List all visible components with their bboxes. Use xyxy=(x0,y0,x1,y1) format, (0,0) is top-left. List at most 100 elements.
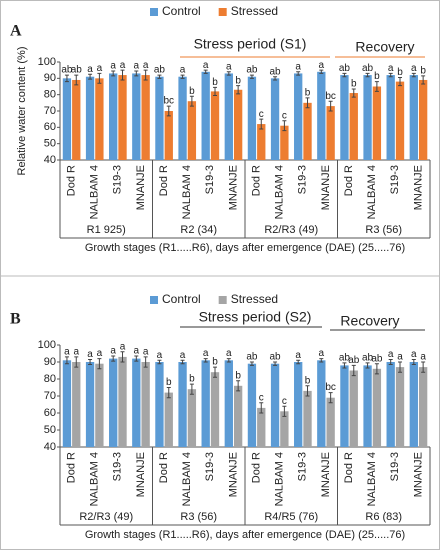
x-tick-label: Dod R xyxy=(343,165,355,196)
bar xyxy=(109,73,118,160)
significance-letter: a xyxy=(295,350,301,361)
bar xyxy=(340,75,349,160)
x-tick-label: NALBAM 4 xyxy=(366,452,378,506)
significance-letter: ab xyxy=(371,353,383,364)
significance-letter: ab xyxy=(339,63,351,74)
significance-letter: a xyxy=(134,346,140,357)
x-tick-label: NALBAM 4 xyxy=(89,165,101,219)
panel-label: B xyxy=(10,311,21,328)
bar xyxy=(270,363,280,447)
y-tick-label: 50 xyxy=(44,138,56,150)
x-tick-label: S19-3 xyxy=(297,452,309,481)
significance-letter: b xyxy=(351,79,357,90)
annotation: Recovery xyxy=(355,39,414,55)
significance-letter: ab xyxy=(348,355,360,366)
bar xyxy=(303,102,312,160)
y-tick-label: 90 xyxy=(44,356,56,368)
bar xyxy=(317,360,326,447)
error-bar xyxy=(273,76,278,81)
significance-letter: b xyxy=(212,77,218,88)
significance-letter: ab xyxy=(154,65,166,76)
bar xyxy=(62,78,72,160)
bar xyxy=(210,372,220,447)
significance-letter: c xyxy=(282,396,287,407)
significance-letter: ab xyxy=(270,66,282,77)
significance-letter: a xyxy=(388,63,394,74)
y-tick-label: 70 xyxy=(44,390,56,402)
significance-letter: ab xyxy=(270,352,282,363)
significance-letter: a xyxy=(203,348,209,359)
x-tick-label: Dod R xyxy=(250,452,262,483)
y-tick-label: 60 xyxy=(44,121,56,133)
x-tick-label: S19-3 xyxy=(204,165,216,194)
significance-letter: b xyxy=(235,370,241,381)
group-label: R1 925) xyxy=(87,224,126,236)
bar xyxy=(118,356,127,447)
error-bar xyxy=(203,69,208,74)
bar xyxy=(155,362,164,447)
error-bar xyxy=(143,356,148,368)
bar xyxy=(349,93,358,160)
error-bar xyxy=(64,74,69,83)
bar xyxy=(187,389,197,447)
error-bar xyxy=(88,358,93,366)
error-bar xyxy=(134,355,139,362)
significance-letter: b xyxy=(212,357,218,368)
bar xyxy=(201,71,210,160)
error-bar xyxy=(282,405,287,417)
bar xyxy=(62,360,72,447)
significance-letter: a xyxy=(397,352,403,363)
y-tick-label: 60 xyxy=(44,407,56,419)
x-tick-label: MNANJE xyxy=(412,165,424,210)
significance-letter: a xyxy=(420,352,426,363)
error-bar xyxy=(111,355,116,362)
error-bar xyxy=(388,358,393,366)
error-bar xyxy=(351,364,356,377)
bar xyxy=(141,75,150,160)
x-tick-label: MNANJE xyxy=(135,452,147,497)
bar xyxy=(132,73,141,160)
bar xyxy=(155,76,164,160)
x-tick-label: S19-3 xyxy=(297,165,309,194)
significance-letter: b xyxy=(235,75,241,86)
bar xyxy=(118,75,127,160)
significance-letter: c xyxy=(282,110,287,121)
error-bar xyxy=(166,105,171,117)
significance-letter: a xyxy=(143,347,149,358)
y-tick-label: 90 xyxy=(44,72,56,84)
significance-letter: bc xyxy=(325,91,336,102)
bar xyxy=(317,71,326,160)
legend-swatch xyxy=(150,8,158,16)
significance-letter: a xyxy=(134,61,140,72)
bar xyxy=(257,407,266,447)
group-label: R2/R3 (49) xyxy=(264,224,318,236)
bar xyxy=(85,76,95,160)
error-bar xyxy=(365,72,370,78)
significance-letter: ab xyxy=(61,65,73,76)
bar xyxy=(247,76,257,160)
error-bar xyxy=(64,356,69,365)
error-bar xyxy=(157,359,162,365)
significance-letter: a xyxy=(295,61,301,72)
bar xyxy=(224,73,233,160)
error-bar xyxy=(226,358,231,363)
error-bar xyxy=(398,77,403,87)
legend-swatch xyxy=(218,296,227,304)
error-bar xyxy=(143,69,148,81)
error-bar xyxy=(374,363,379,375)
bar xyxy=(386,362,395,447)
x-tick-label: NALBAM 4 xyxy=(89,452,101,506)
y-tick-label: 80 xyxy=(44,89,56,101)
error-bar xyxy=(259,118,264,130)
error-bar xyxy=(189,95,194,107)
error-bar xyxy=(88,73,93,80)
error-bar xyxy=(120,69,125,81)
significance-letter: ab xyxy=(362,63,374,74)
legend-swatch xyxy=(150,296,158,304)
bar xyxy=(257,124,266,160)
error-bar xyxy=(203,358,208,363)
bar xyxy=(178,362,187,447)
error-bar xyxy=(328,392,333,404)
x-tick-label: Dod R xyxy=(65,165,77,196)
x-tick-label: MNANJE xyxy=(320,452,332,497)
